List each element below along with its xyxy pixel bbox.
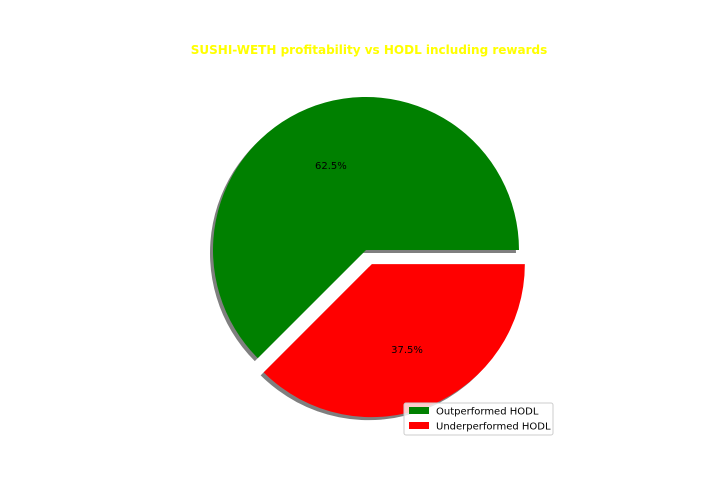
percent-label-underperformed-hodl: 37.5% [391, 345, 423, 356]
legend: Outperformed HODL Underperformed HODL [403, 402, 554, 436]
slice-outperformed-hodl [212, 97, 519, 359]
legend-frame [403, 402, 554, 436]
legend-swatch-outperformed-hodl [409, 407, 429, 414]
chart-title: SUSHI-WETH profitability vs HODL includi… [191, 43, 547, 57]
pie-slices [212, 97, 525, 418]
legend-label-outperformed-hodl: Outperformed HODL [436, 407, 539, 418]
legend-label-underperformed-hodl: Underperformed HODL [436, 422, 551, 433]
slice-underperformed-hodl [263, 264, 525, 418]
legend-swatch-underperformed-hodl [409, 422, 429, 429]
percent-label-outperformed-hodl: 62.5% [315, 161, 347, 172]
percent-labels: 62.5% 37.5% [315, 161, 423, 356]
